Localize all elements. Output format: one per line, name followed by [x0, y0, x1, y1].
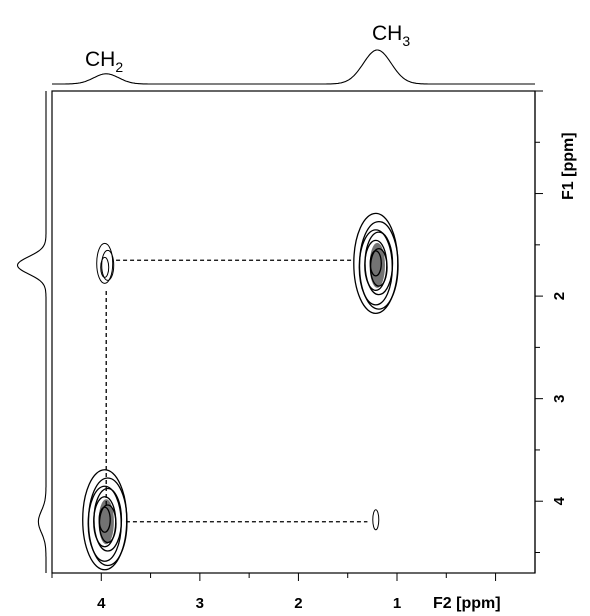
ch3-label: CH3 — [372, 22, 410, 49]
cross-peak — [82, 469, 128, 571]
y-tick-label: 2 — [551, 292, 568, 300]
contour-ring — [101, 249, 115, 281]
cross-peak — [96, 242, 115, 284]
correlation-lines — [105, 259, 368, 523]
y-tick-label: 3 — [551, 394, 568, 402]
contour-ring — [100, 256, 110, 278]
f1-projection-trace — [16, 91, 47, 573]
y-axis-label: F1 [ppm] — [560, 132, 577, 200]
x-tick-label: 3 — [196, 595, 204, 612]
x-tick-label: 1 — [393, 595, 401, 612]
contour-core — [369, 242, 385, 288]
contour-ring — [372, 509, 380, 531]
f2-projection-trace — [52, 49, 535, 85]
x-tick-label: 2 — [294, 595, 302, 612]
x-tick-label: 4 — [97, 595, 106, 612]
x-axis-label: F2 [ppm] — [433, 595, 501, 612]
cross-peak — [353, 212, 399, 314]
y-tick-label: 4 — [551, 496, 568, 505]
cross-peaks — [82, 212, 399, 571]
contour-core — [98, 499, 114, 545]
cross-peak — [372, 509, 380, 531]
f1-axis-ticks: 2 3 4 — [535, 90, 568, 553]
ch2-label: CH2 — [85, 48, 123, 75]
f2-axis-ticks: 4 3 2 1 — [51, 573, 497, 612]
contour-ring — [96, 242, 114, 284]
